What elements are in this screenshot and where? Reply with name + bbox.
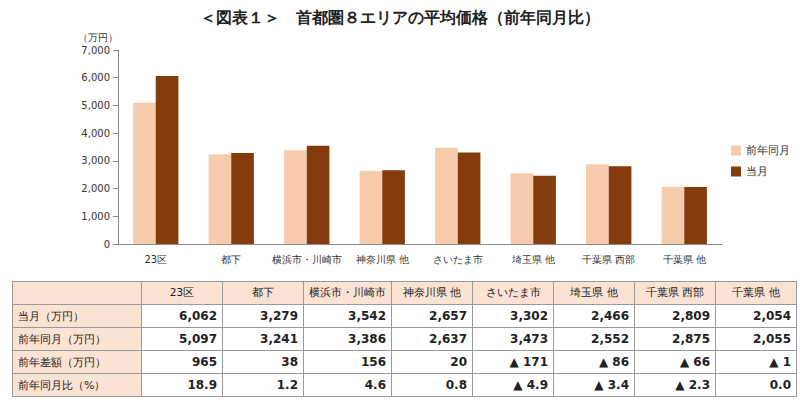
html-text:神奈川県 他: 神奈川県 他	[402, 286, 462, 298]
svg-text:1,000: 1,000	[81, 211, 110, 222]
html-text:0.0: 0.0	[769, 378, 791, 392]
html-text:23区: 23区	[169, 286, 195, 298]
svg-text:3,000: 3,000	[81, 155, 110, 166]
html-text:38: 38	[281, 355, 298, 369]
html-text:前年差額（万円）: 前年差額（万円）	[18, 355, 106, 369]
svg-text:千葉県 西部: 千葉県 西部	[582, 254, 635, 265]
html-text:▲ 86: ▲ 86	[598, 355, 629, 369]
svg-text:2,000: 2,000	[81, 183, 110, 194]
svg-text:千葉県 他: 千葉県 他	[663, 254, 706, 265]
html-text:2,466: 2,466	[591, 309, 629, 323]
html-text:▲ 1: ▲ 1	[769, 355, 791, 369]
html-text:千葉県 他: 千葉県 他	[732, 286, 780, 298]
svg-text:7,000: 7,000	[81, 45, 110, 56]
html-text:2,657: 2,657	[429, 309, 467, 323]
html-text:3,302: 3,302	[510, 309, 548, 323]
html-text:3,473: 3,473	[510, 332, 548, 346]
svg-text:当月: 当月	[746, 165, 768, 178]
html-text:5,097: 5,097	[179, 332, 217, 346]
html-text:20: 20	[450, 355, 467, 369]
svg-text:前年同月: 前年同月	[746, 144, 790, 157]
html-text:▲ 2.3: ▲ 2.3	[675, 378, 710, 392]
html-text:965: 965	[191, 355, 217, 369]
html-text:1.2: 1.2	[276, 378, 298, 392]
html-text:▲ 66: ▲ 66	[679, 355, 710, 369]
svg-text:4,000: 4,000	[81, 128, 110, 139]
svg-text:神奈川県 他: 神奈川県 他	[356, 254, 409, 265]
svg-text:0: 0	[104, 239, 110, 250]
html-text:▲ 3.4: ▲ 3.4	[594, 378, 629, 392]
html-text:当月（万円）: 当月（万円）	[18, 309, 84, 323]
html-text:前年同月比（%）: 前年同月比（%）	[18, 378, 106, 392]
html-text:4.6: 4.6	[364, 378, 386, 392]
svg-text:（万円）: （万円）	[78, 32, 118, 43]
svg-text:5,000: 5,000	[81, 100, 110, 111]
html-text:前年同月（万円）: 前年同月（万円）	[18, 332, 106, 346]
html-text:▲ 4.9: ▲ 4.9	[513, 378, 548, 392]
svg-text:埼玉県 他: 埼玉県 他	[511, 254, 555, 265]
svg-text:さいたま市: さいたま市	[433, 254, 483, 265]
html-text:2,552: 2,552	[591, 332, 629, 346]
html-text:▲ 171: ▲ 171	[509, 355, 548, 369]
html-text:3,279: 3,279	[260, 309, 298, 323]
html-text:3,542: 3,542	[348, 309, 386, 323]
html-text:0.8: 0.8	[445, 378, 467, 392]
svg-text:横浜市・川崎市: 横浜市・川崎市	[272, 254, 342, 265]
html-text:2,809: 2,809	[672, 309, 710, 323]
html-text:埼玉県 他: 埼玉県 他	[570, 286, 618, 298]
svg-text:＜図表１＞ 首都圏８エリアの平均価格（前年同月比）: ＜図表１＞ 首都圏８エリアの平均価格（前年同月比）	[200, 8, 600, 27]
svg-text:都下: 都下	[221, 254, 241, 265]
html-text:2,054: 2,054	[753, 309, 791, 323]
html-text:横浜市・川崎市: 横浜市・川崎市	[309, 286, 386, 298]
html-text:6,062: 6,062	[179, 309, 217, 323]
svg-text:23区: 23区	[144, 254, 167, 265]
html-text:2,637: 2,637	[429, 332, 467, 346]
html-text:2,055: 2,055	[753, 332, 791, 346]
html-text:千葉県 西部: 千葉県 西部	[645, 286, 705, 298]
html-text:都下: 都下	[252, 286, 274, 298]
html-text:18.9: 18.9	[187, 378, 217, 392]
html-text:3,241: 3,241	[260, 332, 298, 346]
html-text:2,875: 2,875	[672, 332, 710, 346]
html-text:156: 156	[360, 355, 386, 369]
html-text:さいたま市: さいたま市	[485, 286, 541, 298]
html-text:3,386: 3,386	[348, 332, 386, 346]
svg-text:6,000: 6,000	[81, 72, 110, 83]
